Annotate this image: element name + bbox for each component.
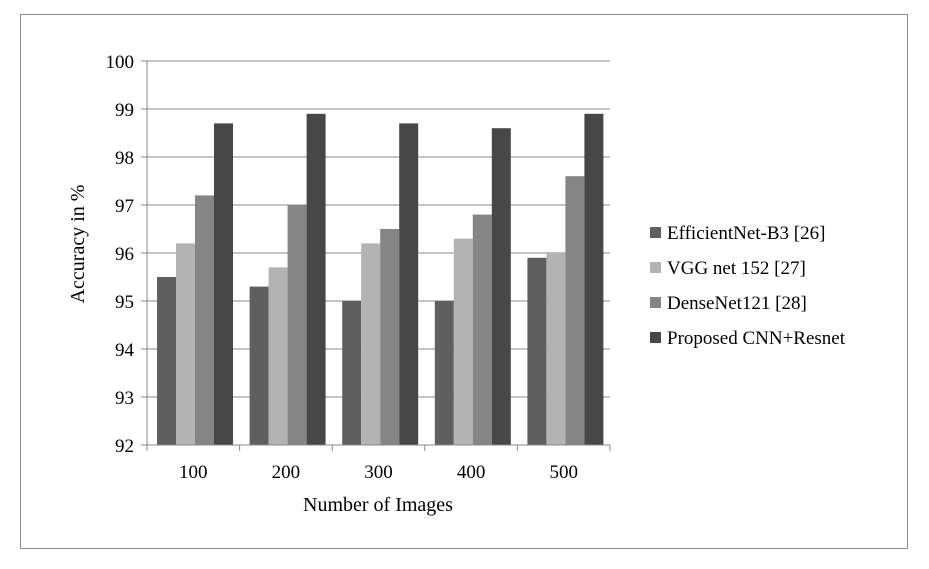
bar [342, 301, 362, 445]
y-tick-label: 99 [115, 100, 134, 121]
x-tick-label: 200 [272, 462, 301, 483]
y-tick-label: 92 [115, 436, 134, 457]
bar [176, 243, 195, 445]
bar [472, 214, 492, 445]
legend-label: Proposed CNN+Resnet [667, 328, 846, 349]
legend-label: VGG net 152 [27] [667, 258, 806, 279]
y-tick-label: 97 [115, 196, 134, 217]
bar [434, 301, 454, 445]
bar [287, 205, 307, 445]
bar [195, 195, 214, 445]
bar [361, 243, 381, 445]
y-tick-label: 94 [115, 340, 135, 361]
y-tick-labels: 92 93 94 95 96 97 98 99 100 [106, 52, 135, 457]
bar [249, 286, 269, 445]
y-tick-label: 93 [115, 388, 134, 409]
bar [584, 113, 604, 446]
legend-label: DenseNet121 [28] [667, 293, 807, 314]
bar [399, 123, 419, 446]
bar [306, 113, 326, 446]
y-tick-label: 100 [106, 52, 135, 73]
axes [141, 60, 611, 451]
bar [453, 238, 473, 445]
bar [491, 128, 511, 445]
x-tick-labels: 100 200 300 400 500 [179, 462, 578, 483]
bar [546, 253, 566, 445]
x-tick-label: 400 [457, 462, 486, 483]
x-tick-label: 100 [179, 462, 208, 483]
y-axis-label: Accuracy in % [67, 185, 89, 304]
y-tick-label: 96 [115, 244, 134, 265]
bar [214, 123, 233, 446]
legend-swatch [650, 332, 661, 343]
legend-swatch [650, 297, 661, 308]
legend: EfficientNet-B3 [26] VGG net 152 [27] Dens… [650, 223, 846, 349]
legend-swatch [650, 227, 661, 238]
bar [565, 176, 585, 445]
x-axis-label: Number of Images [303, 494, 453, 516]
bar [527, 257, 547, 445]
legend-swatch [650, 262, 661, 273]
y-tick-label: 98 [115, 148, 134, 169]
x-tick-label: 500 [549, 462, 578, 483]
x-tick-label: 300 [364, 462, 393, 483]
legend-label: EfficientNet-B3 [26] [667, 223, 825, 244]
bar [380, 229, 400, 445]
bar [157, 277, 176, 445]
bar [268, 267, 288, 445]
y-tick-label: 95 [115, 292, 134, 313]
bars [157, 113, 604, 446]
